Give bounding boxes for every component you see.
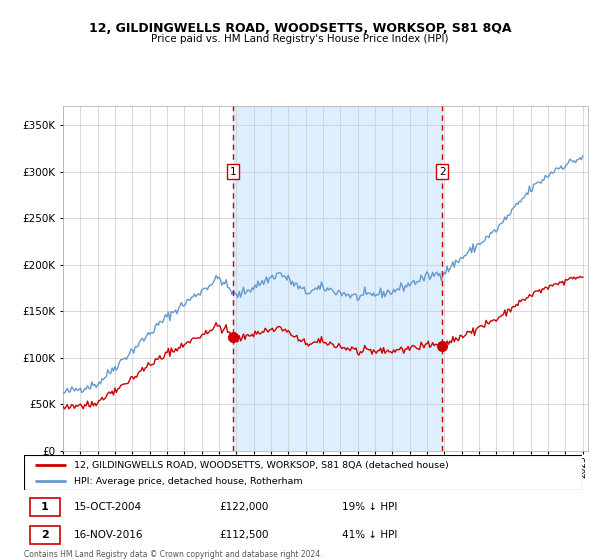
Text: 41% ↓ HPI: 41% ↓ HPI xyxy=(342,530,397,540)
Text: 12, GILDINGWELLS ROAD, WOODSETTS, WORKSOP, S81 8QA (detached house): 12, GILDINGWELLS ROAD, WOODSETTS, WORKSO… xyxy=(74,460,449,469)
Text: 2: 2 xyxy=(41,530,49,540)
Text: £122,000: £122,000 xyxy=(220,502,269,512)
Text: 1: 1 xyxy=(41,502,49,512)
Text: HPI: Average price, detached house, Rotherham: HPI: Average price, detached house, Roth… xyxy=(74,477,303,486)
FancyBboxPatch shape xyxy=(29,498,60,516)
FancyBboxPatch shape xyxy=(29,526,60,544)
Text: 15-OCT-2004: 15-OCT-2004 xyxy=(74,502,142,512)
Text: 12, GILDINGWELLS ROAD, WOODSETTS, WORKSOP, S81 8QA: 12, GILDINGWELLS ROAD, WOODSETTS, WORKSO… xyxy=(89,22,511,35)
Bar xyxy=(233,106,442,451)
Text: Price paid vs. HM Land Registry's House Price Index (HPI): Price paid vs. HM Land Registry's House … xyxy=(151,34,449,44)
FancyBboxPatch shape xyxy=(24,455,582,490)
Text: 16-NOV-2016: 16-NOV-2016 xyxy=(74,530,144,540)
Text: 2: 2 xyxy=(439,166,445,176)
Text: 19% ↓ HPI: 19% ↓ HPI xyxy=(342,502,397,512)
Text: £112,500: £112,500 xyxy=(220,530,269,540)
Text: 1: 1 xyxy=(229,166,236,176)
Text: Contains HM Land Registry data © Crown copyright and database right 2024.
This d: Contains HM Land Registry data © Crown c… xyxy=(24,550,323,560)
